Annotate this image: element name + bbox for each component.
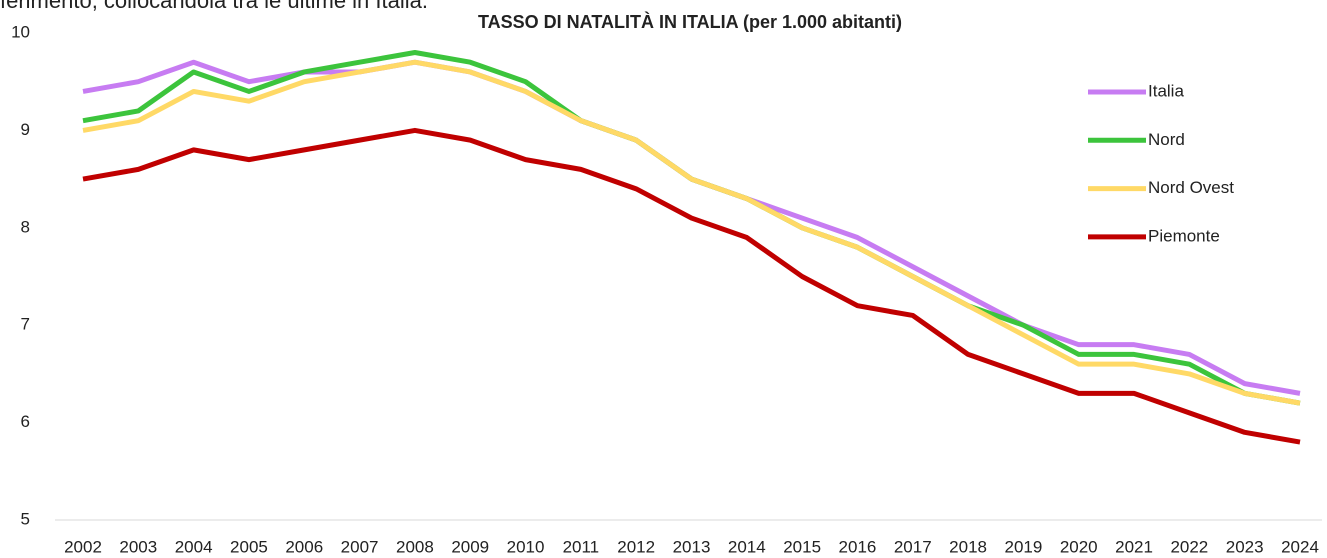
series-line	[82, 49, 1301, 406]
x-tick-label: 2010	[507, 537, 545, 556]
x-tick-label: 2003	[119, 537, 157, 556]
x-tick-label: 2014	[728, 537, 766, 556]
x-tick-label: 2006	[285, 537, 323, 556]
y-tick-label: 8	[21, 217, 30, 236]
legend-label: Nord Ovest	[1148, 178, 1234, 197]
x-tick-label: 2024	[1281, 537, 1319, 556]
y-tick-label: 7	[21, 315, 30, 334]
x-tick-label: 2018	[949, 537, 987, 556]
x-tick-label: 2023	[1226, 537, 1264, 556]
y-tick-label: 5	[21, 509, 30, 528]
x-tick-label: 2007	[341, 537, 379, 556]
x-tick-label: 2008	[396, 537, 434, 556]
x-tick-label: 2005	[230, 537, 268, 556]
legend-label: Italia	[1148, 81, 1184, 100]
x-tick-label: 2017	[894, 537, 932, 556]
x-tick-label: 2019	[1004, 537, 1042, 556]
x-tick-label: 2002	[64, 537, 102, 556]
x-tick-label: 2016	[839, 537, 877, 556]
x-tick-label: 2004	[175, 537, 213, 556]
header-fragment: ferimento, collocandola tra le ultime in…	[0, 0, 428, 13]
y-tick-label: 10	[11, 22, 30, 41]
y-tick-label: 9	[21, 120, 30, 139]
series-line	[82, 127, 1301, 445]
series-line	[82, 59, 1301, 396]
x-tick-label: 2009	[451, 537, 489, 556]
legend-label: Piemonte	[1148, 226, 1220, 245]
x-tick-label: 2012	[617, 537, 655, 556]
y-tick-label: 6	[21, 412, 30, 431]
x-tick-label: 2022	[1170, 537, 1208, 556]
series-line	[82, 59, 1301, 406]
x-tick-label: 2020	[1060, 537, 1098, 556]
x-tick-label: 2015	[783, 537, 821, 556]
chart-title: TASSO DI NATALITÀ IN ITALIA (per 1.000 a…	[478, 11, 902, 32]
x-tick-label: 2021	[1115, 537, 1153, 556]
x-tick-label: 2011	[563, 537, 600, 556]
x-tick-label: 2013	[673, 537, 711, 556]
legend-label: Nord	[1148, 130, 1185, 149]
